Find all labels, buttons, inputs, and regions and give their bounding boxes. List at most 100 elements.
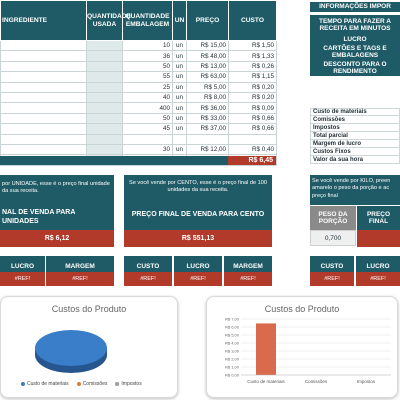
price-cell[interactable] <box>186 133 229 145</box>
price-cell[interactable]: R$ 48,00 <box>186 50 229 62</box>
cost-cell: R$ 0,66 <box>228 123 277 135</box>
unit-cell[interactable]: un <box>172 123 187 135</box>
bar-chart-card: Custos do Produto R$ 0,00 R$ 1,00 R$ 2,00 R… <box>206 296 398 398</box>
unit-cell[interactable]: un <box>172 143 187 156</box>
qty-used-cell[interactable] <box>86 71 123 83</box>
legend-dot-icon <box>76 382 81 386</box>
qty-pack-cell[interactable]: 40 <box>122 91 173 104</box>
qty-used-cell[interactable] <box>86 50 123 62</box>
x-tick-label: Impostos <box>357 379 376 384</box>
unit-cell[interactable] <box>172 133 187 145</box>
unit-cell[interactable]: un <box>172 60 187 73</box>
col-price: PREÇO <box>186 0 229 41</box>
qty-used-cell[interactable] <box>86 102 123 114</box>
qty-used-cell[interactable] <box>86 60 123 73</box>
y-tick-label: R$ 6,00 <box>225 325 240 330</box>
legend-dot-icon <box>115 382 120 386</box>
qty-used-cell[interactable] <box>86 91 123 104</box>
table-row: 400 un R$ 36,00 R$ 0,09 <box>0 102 277 114</box>
qty-pack-cell[interactable] <box>122 133 173 145</box>
qty-pack-cell[interactable]: 50 <box>122 112 173 125</box>
unit-cell[interactable]: un <box>172 39 187 52</box>
info-title: INFORMAÇÕES IMPOR <box>310 2 400 12</box>
qty-used-cell[interactable] <box>86 112 123 125</box>
cost-materials-label: Custo de materiais <box>310 108 400 116</box>
cento-custo-label: CUSTO <box>124 256 172 276</box>
cost-fixed-label: Custos Fixos <box>310 148 400 156</box>
legend-label: Custo de materiais <box>27 381 69 387</box>
ingredient-cell[interactable] <box>0 71 87 83</box>
qty-used-cell[interactable] <box>86 81 123 93</box>
cost-cell: R$ 0,66 <box>228 112 277 125</box>
price-cell[interactable]: R$ 15,00 <box>186 39 229 52</box>
unit-title: NAL DE VENDA PARA UNIDADES <box>2 209 76 225</box>
qty-pack-cell[interactable]: 30 <box>122 143 173 156</box>
unit-cell[interactable]: un <box>172 91 187 104</box>
cento-title: PREÇO FINAL DE VENDA PARA CENTO <box>131 211 265 218</box>
qty-pack-cell[interactable]: 36 <box>122 50 173 62</box>
info-profit-label: LUCRO <box>310 35 400 44</box>
unit-cell[interactable]: un <box>172 102 187 114</box>
qty-pack-cell[interactable]: 55 <box>122 71 173 83</box>
ingredients-header-row: INGREDIENTE QUANTIDADE USADA QUANTIDADE … <box>0 0 277 41</box>
unit-price-value: R$ 6,12 <box>0 230 114 247</box>
ingredient-cell[interactable] <box>0 102 87 114</box>
ingredient-cell[interactable] <box>0 91 87 104</box>
kilo-lucro-label: LUCRO <box>356 256 400 276</box>
price-cell[interactable]: R$ 33,00 <box>186 112 229 125</box>
price-cell[interactable]: R$ 12,00 <box>186 143 229 156</box>
qty-used-cell[interactable] <box>86 143 123 156</box>
ingredient-cell[interactable] <box>0 81 87 93</box>
price-cell[interactable]: R$ 5,00 <box>186 81 229 93</box>
qty-used-cell[interactable] <box>86 123 123 135</box>
ingredient-cell[interactable] <box>0 112 87 125</box>
legend-item-materials: Custo de materiais <box>21 381 69 387</box>
ingredients-table: INGREDIENTE QUANTIDADE USADA QUANTIDADE … <box>0 0 277 166</box>
y-tick-label: R$ 7,00 <box>225 317 240 322</box>
ingredient-cell[interactable] <box>0 143 87 156</box>
table-row: 50 un R$ 33,00 R$ 0,66 <box>0 112 277 125</box>
qty-pack-cell[interactable]: 400 <box>122 102 173 114</box>
cento-margem-value: #REF! <box>224 272 272 286</box>
kilo-note-box: Se você vende por KILO, preen amarelo o … <box>310 175 400 205</box>
info-discount-label: DESCONTO PARA O RENDIMENTO <box>310 60 400 76</box>
price-cell[interactable]: R$ 8,00 <box>186 91 229 104</box>
qty-pack-cell[interactable]: 25 <box>122 81 173 93</box>
qty-pack-cell[interactable]: 10 <box>122 39 173 52</box>
table-row: 45 un R$ 37,00 R$ 0,66 <box>0 123 277 135</box>
ingredient-cell[interactable] <box>0 39 87 52</box>
price-cell[interactable]: R$ 36,00 <box>186 102 229 114</box>
qty-pack-cell[interactable]: 50 <box>122 60 173 73</box>
price-cell[interactable]: R$ 63,00 <box>186 71 229 83</box>
bar-chart-graphic: R$ 0,00 R$ 1,00 R$ 2,00 R$ 3,00 R$ 4,00 R$ 5,… <box>225 317 391 384</box>
unit-lucro-label: LUCRO <box>0 256 45 276</box>
info-cards-label: CARTÕES E TAGS E EMBALAGENS <box>310 44 400 60</box>
unit-cell[interactable]: un <box>172 50 187 62</box>
qty-pack-cell[interactable]: 45 <box>122 123 173 135</box>
cost-partial-label: Total parcial <box>310 132 400 140</box>
price-cell[interactable]: R$ 13,00 <box>186 60 229 73</box>
x-tick-label: Comissões <box>305 379 328 384</box>
cost-cell: R$ 1,50 <box>228 39 277 52</box>
table-row <box>0 133 277 145</box>
ingredient-cell[interactable] <box>0 133 87 145</box>
ingredient-cell[interactable] <box>0 50 87 62</box>
qty-used-cell[interactable] <box>86 133 123 145</box>
cost-cell: R$ 0,26 <box>228 60 277 73</box>
y-tick-label: R$ 5,00 <box>225 333 240 338</box>
unit-margem-label: MARGEM <box>46 256 114 276</box>
legend-dot-icon <box>21 382 25 386</box>
kilo-weight-input[interactable]: 0,700 <box>310 230 356 246</box>
kilo-price-value <box>357 230 400 247</box>
unit-cell[interactable]: un <box>172 81 187 93</box>
kilo-weight-label: PESO DA PORÇÃO <box>310 206 356 230</box>
ingredient-cell[interactable] <box>0 123 87 135</box>
unit-cell[interactable]: un <box>172 71 187 83</box>
unit-cell[interactable]: un <box>172 112 187 125</box>
cento-price-value: R$ 551,13 <box>124 230 272 247</box>
qty-used-cell[interactable] <box>86 39 123 52</box>
ingredient-cell[interactable] <box>0 60 87 73</box>
col-qty-pack: QUANTIDADE EMBALAGEM <box>122 0 173 41</box>
cento-note: Se você vende por CENTO, esse é o preço … <box>129 180 267 194</box>
price-cell[interactable]: R$ 37,00 <box>186 123 229 135</box>
